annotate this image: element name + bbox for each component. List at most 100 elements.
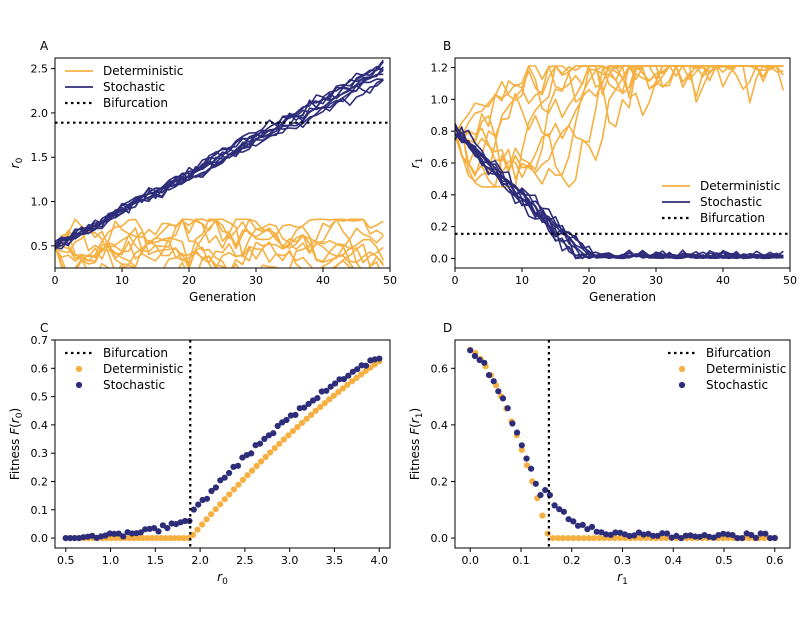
deterministic-point — [298, 419, 306, 426]
stochastic-point — [654, 532, 661, 539]
stochastic-point — [720, 530, 727, 537]
y-tick-label: 0.6 — [431, 362, 449, 375]
deterministic-point — [258, 458, 265, 465]
stochastic-point — [570, 518, 577, 525]
deterministic-point — [176, 535, 183, 542]
legend-swatch-stochastic — [75, 381, 83, 389]
stochastic-point — [542, 487, 549, 494]
y-tick-label: 0.3 — [31, 447, 49, 460]
y-tick-label: 0.2 — [31, 475, 49, 488]
x-tick-label: 30 — [249, 274, 263, 287]
deterministic-line-9 — [55, 218, 385, 262]
deterministic-point — [371, 361, 378, 368]
deterministic-point — [362, 368, 369, 375]
deterministic-line-10 — [455, 65, 785, 188]
stochastic-point — [607, 531, 614, 539]
deterministic-point — [585, 535, 593, 542]
deterministic-point — [203, 516, 210, 523]
legend: Bifurcation Deterministic Stochastic — [668, 346, 786, 392]
panel-letter: A — [40, 39, 49, 53]
stochastic-point — [645, 530, 652, 537]
stochastic-point — [226, 469, 233, 477]
stochastic-point — [274, 422, 281, 430]
stochastic-point — [256, 440, 264, 447]
stochastic-line-9 — [455, 126, 784, 260]
stochastic-point — [649, 532, 657, 539]
x-tick-label: 0 — [52, 274, 59, 287]
deterministic-point — [560, 535, 567, 542]
deterministic-point — [171, 535, 178, 542]
plot-area — [455, 65, 785, 260]
axes-frame — [54, 57, 391, 269]
deterministic-point — [262, 453, 269, 461]
stochastic-point — [467, 347, 474, 354]
y-tick-label: 0.5 — [31, 391, 49, 404]
legend-label-deterministic: Deterministic — [103, 64, 183, 78]
deterministic-point — [565, 535, 572, 542]
stochastic-point — [62, 535, 69, 542]
stochastic-point — [626, 532, 633, 540]
stochastic-point — [323, 387, 330, 394]
y-tick-label: 1.0 — [31, 196, 49, 209]
stochastic-point — [668, 534, 675, 541]
deterministic-point — [317, 404, 324, 411]
stochastic-line-10 — [455, 132, 784, 260]
deterministic-point — [294, 423, 301, 431]
legend-label-bifurcation: Bifurcation — [700, 211, 765, 225]
deterministic-line-8 — [55, 218, 384, 268]
stochastic-point — [593, 528, 600, 535]
deterministic-point — [208, 511, 215, 518]
legend: Deterministic Stochastic Bifurcation — [662, 179, 780, 225]
y-tick-label: 1.0 — [431, 93, 449, 106]
stochastic-point — [734, 535, 741, 542]
deterministic-point — [167, 535, 174, 542]
stochastic-point — [305, 400, 312, 407]
deterministic-point — [271, 445, 278, 452]
stochastic-point — [234, 462, 242, 469]
stochastic-point — [752, 534, 760, 542]
legend-label-stochastic: Stochastic — [103, 378, 165, 392]
stochastic-point — [514, 429, 521, 436]
deterministic-point — [230, 486, 237, 493]
stochastic-point — [345, 372, 352, 379]
stochastic-point — [556, 506, 563, 513]
panel-D: 0.0 0.1 0.2 0.3 0.4 0.5 0.6 0.0 0.2 0.4 0.6 Dr1 Fitn… — [408, 321, 791, 587]
deterministic-line-1 — [55, 218, 356, 268]
stochastic-point — [499, 395, 507, 402]
stochastic-point — [120, 533, 127, 540]
axes-frame — [54, 339, 391, 549]
stochastic-point — [327, 383, 334, 390]
deterministic-point — [144, 535, 151, 542]
legend-label-bifurcation: Bifurcation — [706, 346, 771, 360]
stochastic-point — [621, 531, 628, 538]
deterministic-point — [591, 535, 598, 542]
x-tick-label: 40 — [316, 274, 330, 287]
deterministic-point — [226, 491, 233, 498]
deterministic-point — [330, 392, 337, 399]
stochastic-point — [574, 522, 582, 529]
y-tick-label: 0.0 — [31, 532, 49, 545]
x-tick-label: 0.4 — [665, 554, 683, 567]
y-axis-label: r1 — [408, 158, 425, 169]
deterministic-point — [139, 535, 147, 542]
x-tick-label: 10 — [515, 274, 529, 287]
deterministic-point — [199, 521, 206, 528]
x-tick-label: 30 — [649, 274, 663, 287]
deterministic-point — [248, 467, 256, 474]
x-tick-label: 50 — [783, 274, 797, 287]
deterministic-line-6 — [455, 65, 784, 135]
y-tick-label: 0.0 — [431, 532, 449, 545]
deterministic-point — [285, 432, 292, 439]
x-tick-label: 2.5 — [236, 554, 254, 567]
deterministic-point — [518, 446, 525, 453]
deterministic-point — [539, 512, 546, 519]
x-tick-label: 0.2 — [563, 554, 581, 567]
y-tick-label: 2.0 — [31, 107, 49, 120]
y-tick-label: 0.2 — [431, 221, 449, 234]
x-tick-label: 3.5 — [326, 554, 344, 567]
stochastic-point — [603, 531, 610, 538]
y-axis-label: Fitness F(r0) — [8, 408, 25, 480]
deterministic-point — [189, 531, 197, 539]
stochastic-point — [518, 442, 525, 449]
